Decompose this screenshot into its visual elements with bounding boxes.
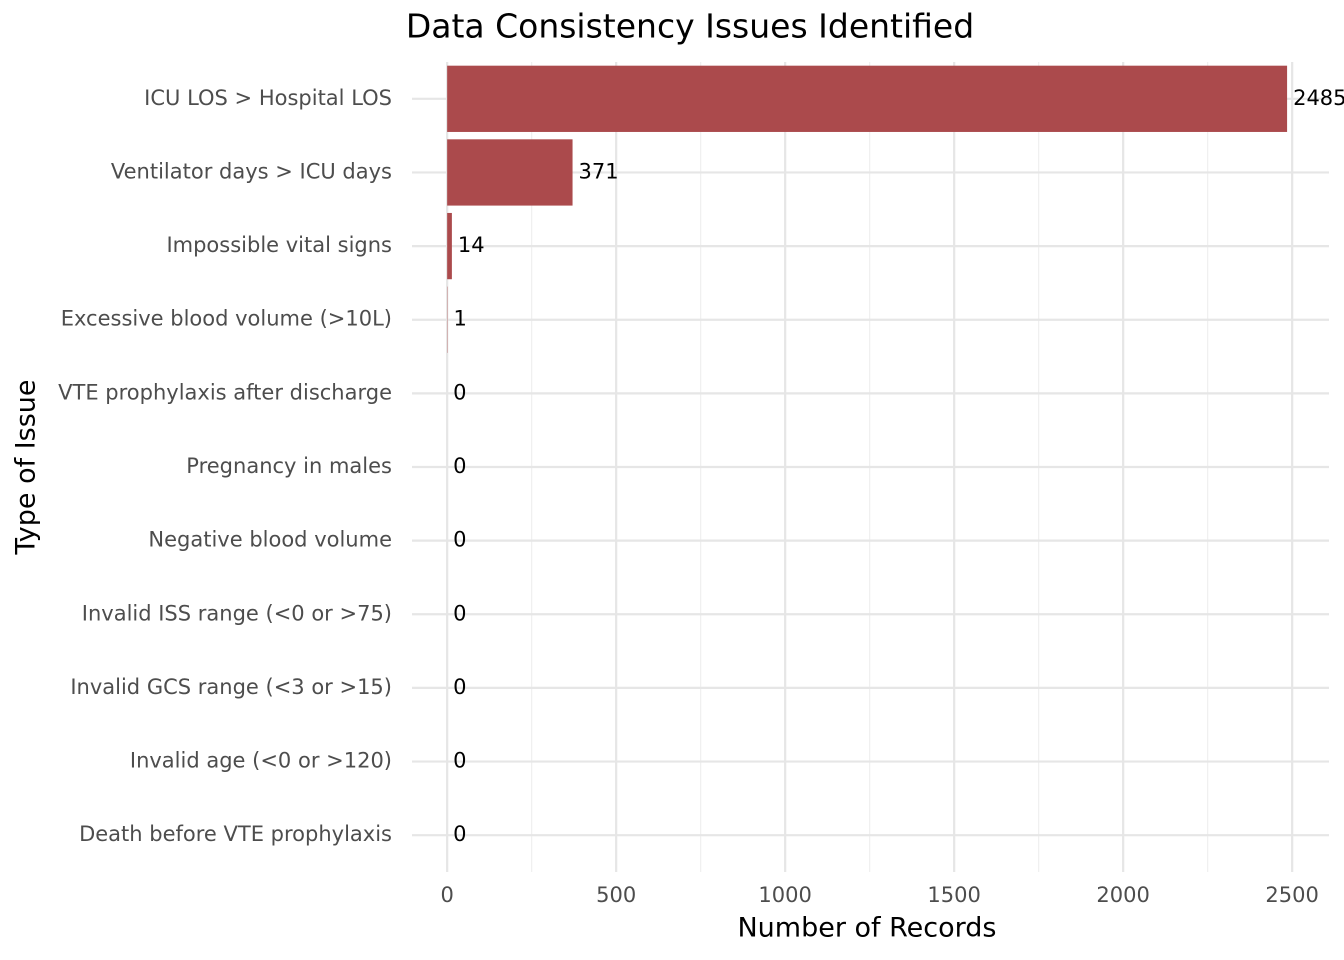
bar [447, 65, 1288, 132]
y-tick-label: Death before VTE prophylaxis [79, 822, 392, 846]
x-tick-label: 500 [596, 883, 636, 907]
y-tick-label: Pregnancy in males [186, 454, 392, 478]
y-tick-label: ICU LOS > Hospital LOS [144, 86, 392, 110]
x-tick-label: 1000 [758, 883, 811, 907]
data-label: 371 [579, 159, 619, 183]
y-axis-title: Type of Issue [11, 379, 42, 555]
data-label: 0 [453, 675, 466, 699]
x-tick-label: 1500 [927, 883, 980, 907]
y-tick-label: Ventilator days > ICU days [111, 159, 392, 183]
data-label: 0 [453, 601, 466, 625]
data-label: 14 [458, 233, 485, 257]
chart-title: Data Consistency Issues Identified [406, 7, 974, 46]
y-tick-label: Negative blood volume [148, 528, 392, 552]
x-axis-title: Number of Records [737, 913, 996, 944]
data-label: 0 [453, 454, 466, 478]
y-tick-label: Invalid GCS range (<3 or >15) [70, 675, 392, 699]
x-tick-label: 0 [440, 883, 453, 907]
y-tick-label: VTE prophylaxis after discharge [58, 380, 392, 404]
y-tick-label: Excessive blood volume (>10L) [61, 307, 392, 331]
y-tick-label: Invalid age (<0 or >120) [130, 749, 392, 773]
bar [447, 212, 452, 280]
x-tick-label: 2500 [1265, 883, 1318, 907]
data-label: 0 [453, 528, 466, 552]
data-label: 0 [453, 749, 466, 773]
data-label: 2485 [1293, 86, 1344, 110]
bar [447, 139, 573, 206]
data-label: 0 [453, 822, 466, 846]
data-label: 1 [453, 307, 466, 331]
y-tick-label: Invalid ISS range (<0 or >75) [82, 601, 392, 625]
x-tick-label: 2000 [1096, 883, 1149, 907]
data-label: 0 [453, 380, 466, 404]
y-tick-label: Impossible vital signs [166, 233, 392, 257]
